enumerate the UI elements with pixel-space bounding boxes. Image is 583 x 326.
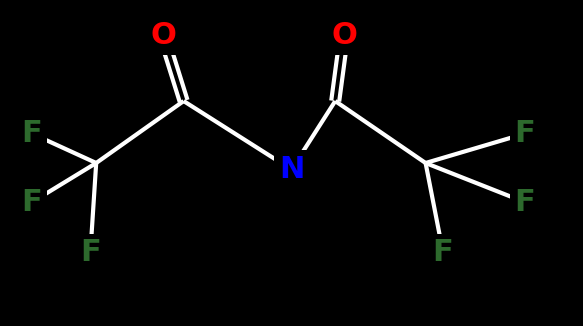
Text: F: F bbox=[514, 188, 535, 216]
Text: F: F bbox=[514, 119, 535, 148]
Text: F: F bbox=[80, 238, 101, 267]
Text: F: F bbox=[22, 119, 43, 148]
Text: O: O bbox=[331, 22, 357, 50]
Text: F: F bbox=[22, 188, 43, 216]
Text: O: O bbox=[150, 22, 176, 50]
Text: N: N bbox=[279, 155, 304, 184]
Text: F: F bbox=[433, 238, 454, 267]
